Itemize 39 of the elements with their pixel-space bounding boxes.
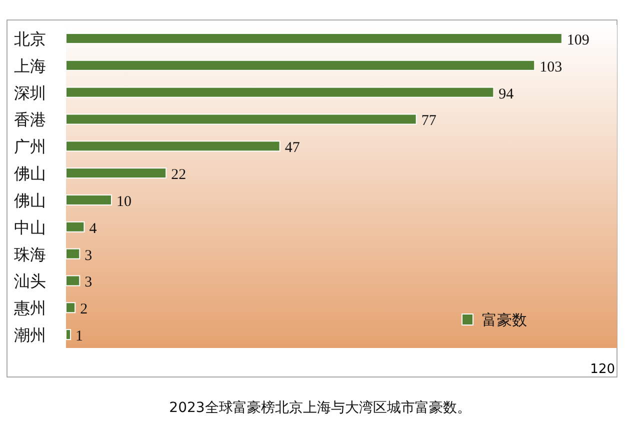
data-label: 2	[80, 302, 88, 318]
data-label: 22	[171, 167, 186, 184]
data-label: 4	[89, 220, 98, 237]
text: 120	[590, 362, 615, 377]
bar	[66, 140, 280, 152]
bar	[66, 86, 494, 98]
data-label: 109	[566, 32, 590, 48]
data-label: 77	[421, 113, 437, 130]
y-tick-label: 北京	[14, 29, 46, 48]
y-tick-label: 上海	[14, 56, 46, 76]
bar	[66, 194, 112, 206]
data-label: 47	[284, 140, 300, 156]
bar	[66, 60, 536, 71]
data-label: 3	[84, 248, 92, 264]
bar	[66, 302, 76, 314]
y-tick-label: 广州	[14, 137, 46, 156]
y-tick-label: 汕头	[14, 272, 46, 291]
data-label: 1	[76, 328, 84, 345]
text: 2023全球富豪榜北京上海与大湾区城市富豪数。	[169, 400, 471, 416]
bar	[66, 248, 80, 260]
y-tick-label: 深圳	[14, 83, 46, 102]
data-label: 3	[84, 274, 92, 291]
data-label: 94	[498, 86, 514, 102]
bar	[66, 329, 72, 340]
y-tick-label: 珠海	[14, 244, 46, 264]
data-label: 10	[116, 194, 132, 210]
legend-label: 富豪数	[482, 311, 527, 329]
y-tick-label: 中山	[14, 218, 46, 237]
data-label: 103	[540, 59, 562, 76]
y-tick-label: 佛山	[14, 190, 46, 210]
bar	[66, 32, 562, 44]
y-tick-label: 香港	[14, 110, 46, 130]
bar	[66, 275, 80, 286]
bar	[66, 114, 417, 125]
y-tick-label: 佛山	[14, 164, 46, 184]
y-tick-label: 惠州	[13, 298, 46, 318]
bar	[66, 221, 85, 232]
y-tick-label: 潮州	[14, 326, 46, 345]
bar	[66, 168, 167, 179]
